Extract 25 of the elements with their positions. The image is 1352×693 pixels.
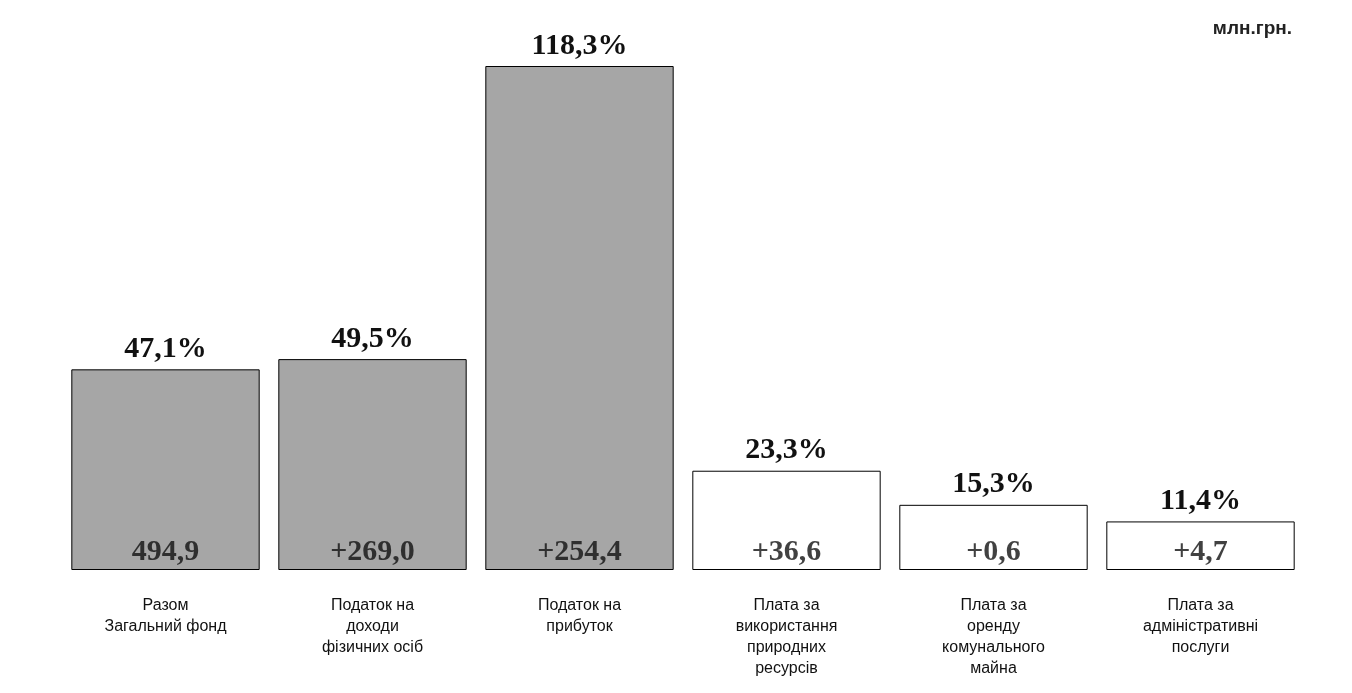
- text: млн.грн.: [1212, 17, 1292, 38]
- data-label: 11,4%: [1160, 481, 1241, 515]
- bar: [692, 470, 881, 570]
- annotation: +36,6: [751, 532, 822, 566]
- bar: [485, 66, 674, 570]
- annotation: +4,7: [1173, 532, 1228, 566]
- data-label: 15,3%: [952, 465, 1035, 499]
- x-tick-label: Податок на доходи фізичних осіб: [321, 596, 424, 655]
- data-label: 47,1%: [124, 329, 207, 363]
- x-tick-label: Плата за оренду комунального майна: [942, 596, 1045, 676]
- annotation: +0,6: [966, 532, 1021, 566]
- annotation: +269,0: [330, 532, 415, 566]
- annotation: 494,9: [131, 532, 200, 566]
- x-tick-label: Разом Загальний фонд: [104, 596, 228, 634]
- bar: [278, 359, 467, 570]
- bar: [71, 369, 260, 570]
- bar: [899, 504, 1088, 570]
- x-tick-label: Плата за використання природних ресурсів: [735, 596, 838, 676]
- x-tick-label: Плата за адміністративні послуги: [1142, 596, 1259, 655]
- annotation: +254,4: [537, 532, 622, 566]
- data-label: 49,5%: [331, 319, 414, 353]
- bar: [1106, 521, 1295, 570]
- x-tick-label: Податок на прибуток: [537, 596, 622, 634]
- data-label: 23,3%: [745, 431, 828, 465]
- data-label: 118,3%: [531, 26, 628, 60]
